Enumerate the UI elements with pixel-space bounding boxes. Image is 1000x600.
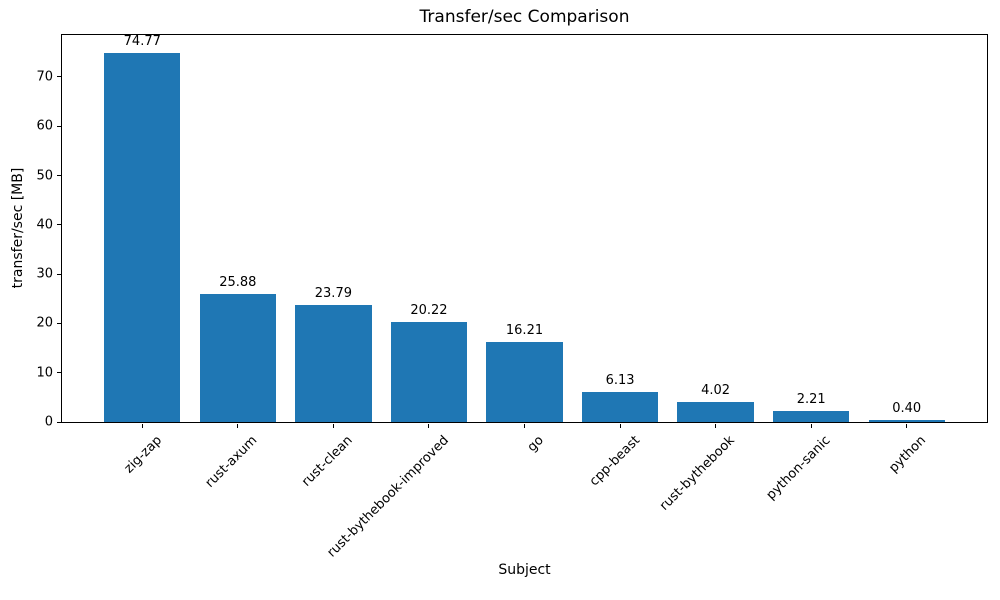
bar	[677, 402, 754, 422]
x-tick	[524, 424, 525, 428]
bar	[772, 411, 850, 422]
bar-value-label: 6.13	[605, 372, 635, 388]
y-tick	[57, 322, 61, 324]
bar	[868, 420, 945, 422]
bar-value-label: 20.22	[410, 303, 448, 319]
y-tick	[57, 273, 61, 275]
y-axis-label: transfer/sec [MB]	[10, 167, 26, 289]
x-tick-label: python-sanic	[763, 433, 834, 503]
bar	[104, 53, 181, 422]
y-tick	[57, 76, 61, 78]
bar-value-label: 16.21	[505, 323, 544, 339]
bar	[295, 304, 372, 422]
y-tick	[57, 125, 61, 127]
x-tick-label: rust-clean	[299, 433, 356, 490]
bar	[581, 391, 659, 422]
x-tick	[141, 424, 143, 428]
x-tick-label: rust-axum	[202, 433, 261, 491]
bar	[486, 342, 563, 422]
y-tick	[57, 421, 61, 423]
x-tick-label: python	[886, 433, 930, 476]
y-tick	[57, 224, 61, 226]
x-tick-label: go	[525, 433, 548, 456]
x-axis-label: Subject	[498, 562, 551, 578]
y-tick	[57, 372, 61, 374]
bar-value-label: 0.40	[892, 401, 922, 417]
bar-value-label: 2.21	[796, 392, 826, 408]
x-tick-label: rust-bythebook	[657, 433, 739, 514]
chart-title: Transfer/sec Comparison	[419, 7, 630, 27]
y-tick-label: 70	[36, 69, 53, 85]
y-tick-label: 50	[36, 168, 53, 183]
x-tick	[332, 424, 334, 428]
y-tick-label: 0	[44, 414, 53, 430]
x-tick	[619, 424, 621, 428]
y-tick-label: 30	[36, 266, 53, 282]
y-tick-label: 40	[36, 217, 53, 233]
bar	[390, 322, 468, 422]
x-tick	[715, 424, 717, 428]
bar	[199, 294, 277, 422]
x-tick	[810, 424, 812, 428]
plot-area: 0 10 20 30 40 50 60 70 74.77 zig-zap 25.88 rust-axu…	[36, 34, 988, 560]
y-tick-label: 60	[36, 118, 53, 134]
bar-value-label: 4.02	[701, 383, 731, 399]
x-tick	[906, 424, 908, 428]
bar-value-label: 25.88	[219, 275, 257, 291]
bar-value-label: 74.77	[123, 34, 161, 50]
x-tick-label: zig-zap	[121, 433, 165, 477]
x-tick-label: cpp-beast	[586, 433, 643, 490]
y-tick-label: 20	[36, 315, 53, 331]
x-tick	[428, 424, 430, 428]
x-tick	[237, 424, 239, 428]
y-tick	[57, 175, 61, 176]
bar-value-label: 23.79	[314, 285, 352, 301]
y-tick-label: 10	[36, 365, 53, 381]
